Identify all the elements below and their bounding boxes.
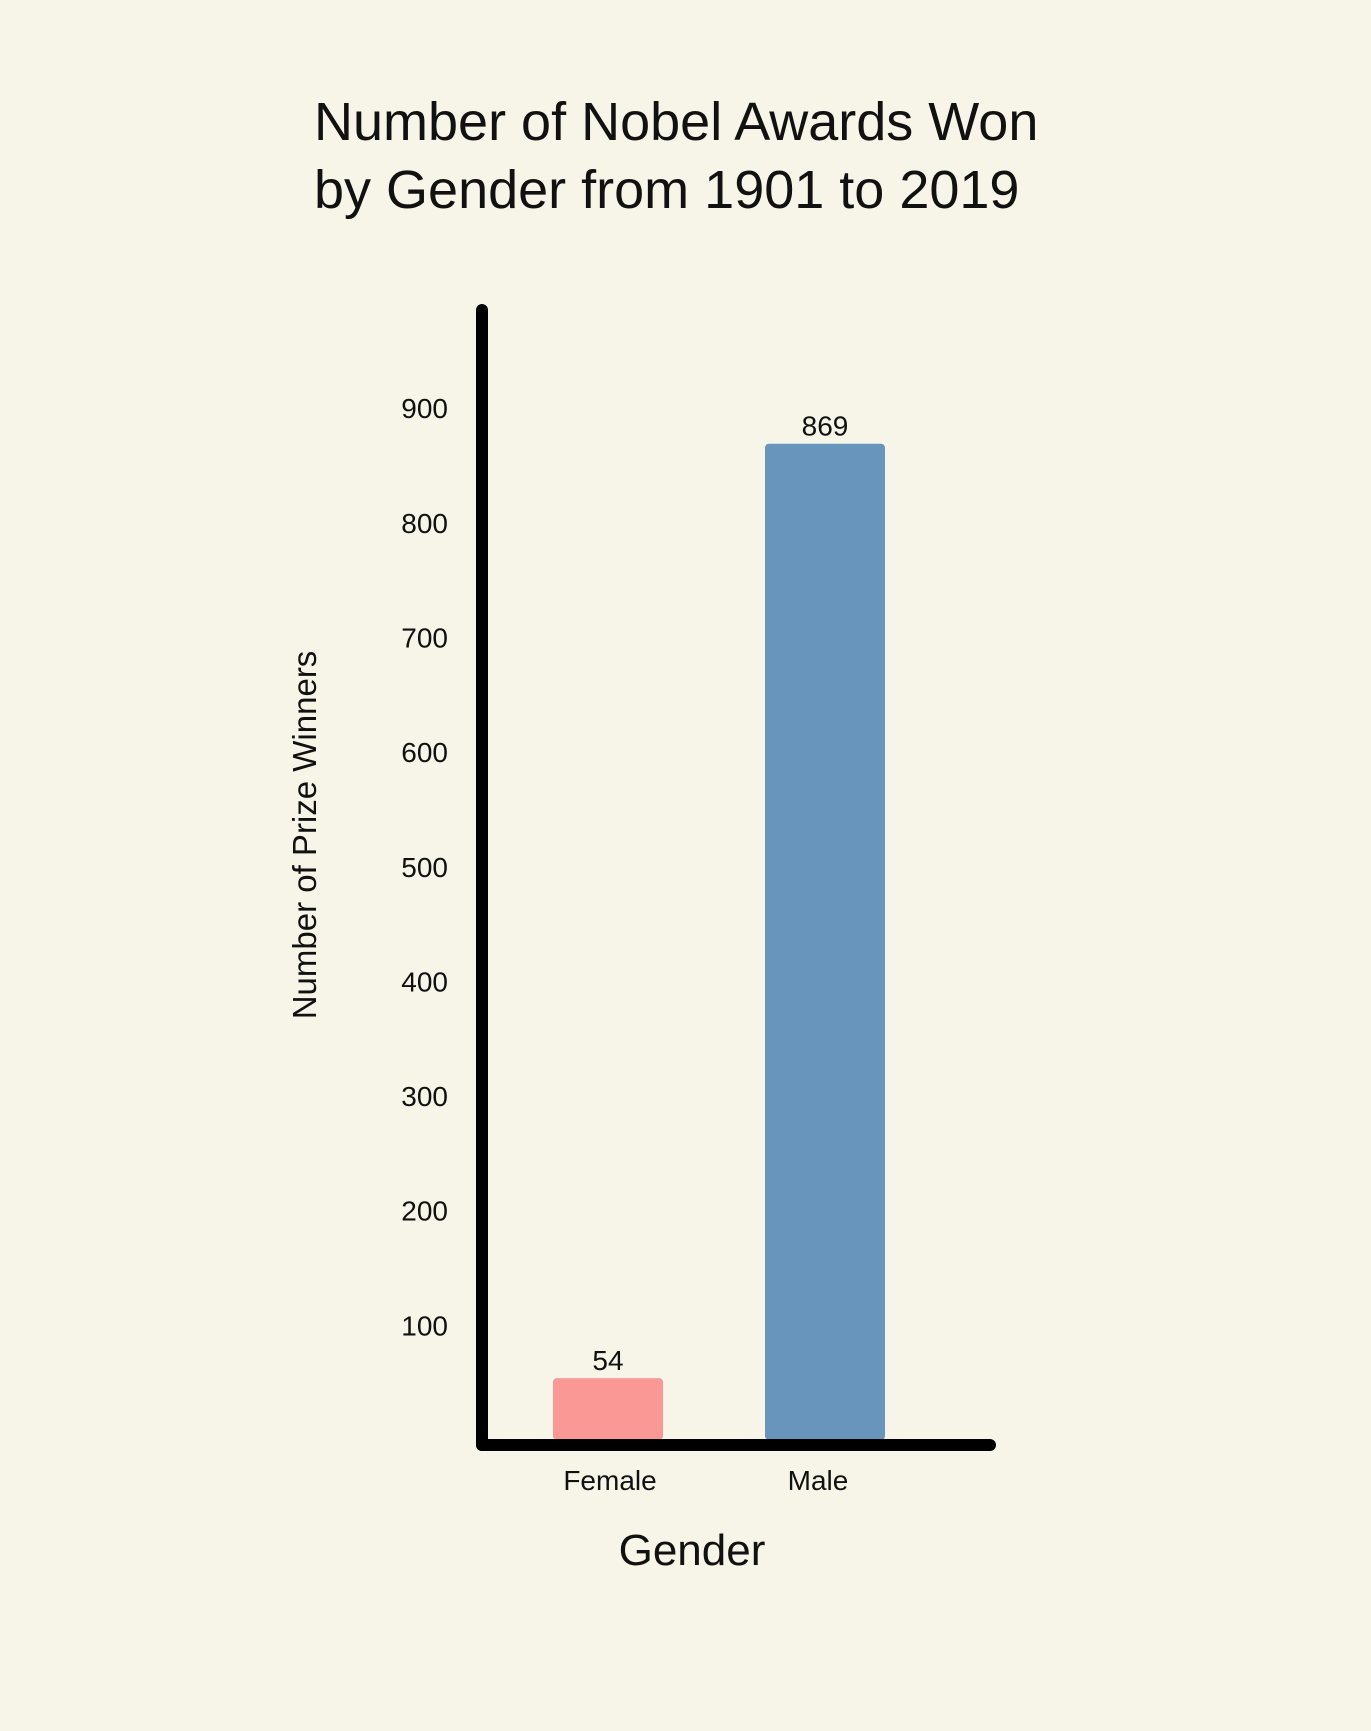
x-axis-title: Gender <box>619 1526 766 1575</box>
category-label-female: Female <box>563 1465 656 1496</box>
chart-title: Number of Nobel Awards Won by Gender fro… <box>314 88 1214 224</box>
bars <box>553 443 885 1440</box>
category-labels: Female Male <box>563 1465 848 1496</box>
y-tick-label: 900 <box>401 393 448 424</box>
y-tick-label: 700 <box>401 622 448 653</box>
y-tick-label: 800 <box>401 508 448 539</box>
bar-data-labels: 54 869 <box>592 411 848 1376</box>
bar-female <box>553 1378 663 1440</box>
data-label-male: 869 <box>802 411 849 442</box>
y-axis-title: Number of Prize Winners <box>286 651 323 1020</box>
y-tick-label: 200 <box>401 1196 448 1227</box>
chart-title-line-2: by Gender from 1901 to 2019 <box>314 160 1020 220</box>
y-tick-label: 300 <box>401 1081 448 1112</box>
y-tick-labels: 100 200 300 400 500 600 700 800 900 <box>401 393 448 1341</box>
chart-title-line-1: Number of Nobel Awards Won <box>314 92 1039 152</box>
bar-male <box>765 443 885 1440</box>
category-label-male: Male <box>788 1465 849 1496</box>
y-tick-label: 600 <box>401 737 448 768</box>
y-tick-label: 500 <box>401 852 448 883</box>
y-tick-label: 100 <box>401 1310 448 1341</box>
data-label-female: 54 <box>592 1345 623 1376</box>
y-tick-label: 400 <box>401 966 448 997</box>
